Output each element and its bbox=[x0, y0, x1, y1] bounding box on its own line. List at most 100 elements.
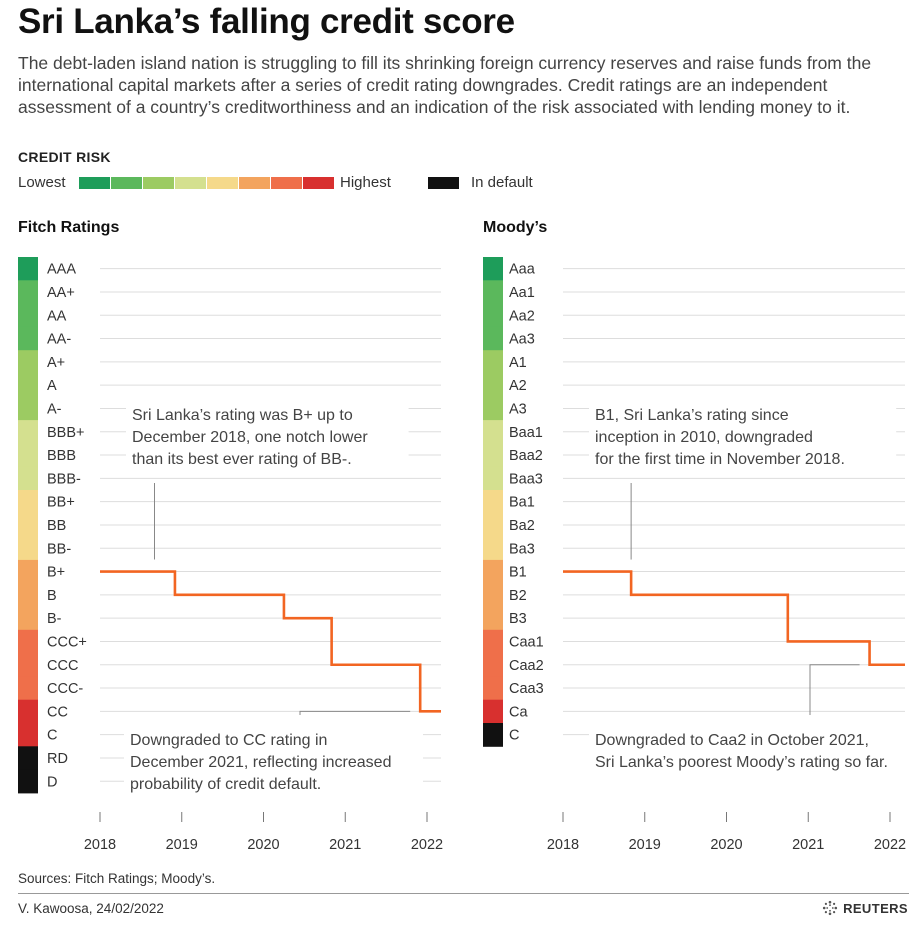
rating-step-line bbox=[563, 570, 905, 667]
rating-label: Ca bbox=[509, 704, 528, 720]
rating-label: CCC+ bbox=[47, 634, 87, 650]
rating-band-BB+ bbox=[18, 490, 38, 514]
annotation-text: for the first time in November 2018. bbox=[595, 451, 845, 468]
rating-label: A1 bbox=[509, 355, 527, 371]
rating-label: BBB- bbox=[47, 471, 81, 487]
x-tick-label: 2020 bbox=[710, 837, 742, 853]
annotation-backing bbox=[124, 728, 423, 800]
rating-label: A bbox=[47, 378, 57, 394]
rating-band-B2 bbox=[483, 583, 503, 607]
rating-label: B- bbox=[47, 611, 62, 627]
rating-label: BB bbox=[47, 518, 66, 534]
rating-label: B1 bbox=[509, 565, 527, 581]
rating-label: BB+ bbox=[47, 495, 75, 511]
rating-label: BB- bbox=[47, 541, 71, 557]
rating-band-Aa1 bbox=[483, 280, 503, 305]
rating-band-A- bbox=[18, 396, 38, 421]
rating-label: Baa2 bbox=[509, 448, 543, 464]
rating-label: D bbox=[47, 774, 57, 790]
legend-highest-label: Highest bbox=[340, 174, 391, 191]
rating-band-D bbox=[18, 769, 38, 794]
rating-band-Caa2 bbox=[483, 653, 503, 677]
rating-band-BB- bbox=[18, 536, 38, 561]
x-tick-label: 2022 bbox=[874, 837, 906, 853]
rating-label: B2 bbox=[509, 588, 527, 604]
x-tick-label: 2019 bbox=[629, 837, 661, 853]
annotation-text: probability of credit default. bbox=[130, 776, 321, 793]
rating-band-B1 bbox=[483, 559, 503, 584]
chart-subtitle: The debt-laden island nation is struggli… bbox=[18, 53, 872, 117]
annotation-text: Sri Lanka’s rating was B+ up to bbox=[132, 407, 353, 424]
rating-label: C bbox=[509, 728, 519, 744]
rating-label: Caa2 bbox=[509, 658, 544, 674]
legend-color-scale bbox=[79, 177, 335, 189]
rating-band-BBB- bbox=[18, 466, 38, 491]
rating-label: Ba2 bbox=[509, 518, 535, 534]
annotation-backing bbox=[589, 728, 920, 778]
rating-label: Ba1 bbox=[509, 495, 535, 511]
rating-label: AAA bbox=[47, 262, 76, 278]
annotation-leader bbox=[299, 710, 411, 715]
rating-label: AA- bbox=[47, 332, 71, 348]
rating-label: Caa1 bbox=[509, 634, 544, 650]
legend-swatch-1 bbox=[79, 177, 110, 189]
reuters-wordmark: REUTERS bbox=[843, 900, 908, 916]
chart-title: Sri Lanka’s falling credit score bbox=[18, 2, 515, 41]
rating-label: BBB bbox=[47, 448, 76, 464]
rating-label: Aa1 bbox=[509, 285, 535, 301]
rating-band-Ba2 bbox=[483, 513, 503, 538]
byline: V. Kawoosa, 24/02/2022 bbox=[18, 901, 164, 916]
rating-band-Ba1 bbox=[483, 490, 503, 514]
rating-band-B bbox=[18, 583, 38, 607]
rating-band-Aaa bbox=[483, 257, 503, 281]
rating-band-BB bbox=[18, 513, 38, 538]
annotation-text: Downgraded to Caa2 in October 2021, bbox=[595, 732, 869, 749]
rating-band-Ba3 bbox=[483, 536, 503, 561]
rating-band-B+ bbox=[18, 559, 38, 584]
annotation-text: B1, Sri Lanka’s rating since bbox=[595, 407, 789, 424]
rating-band-CCC- bbox=[18, 676, 38, 701]
rating-band-CCC bbox=[18, 653, 38, 677]
rating-label: AA bbox=[47, 308, 67, 324]
legend-swatch-7 bbox=[271, 177, 302, 189]
annotation-leader bbox=[809, 664, 860, 715]
rating-label: BBB+ bbox=[47, 425, 84, 441]
rating-label: B+ bbox=[47, 565, 65, 581]
reuters-logo-icon bbox=[822, 900, 838, 916]
x-tick-label: 2020 bbox=[247, 837, 279, 853]
rating-label: A3 bbox=[509, 401, 527, 417]
moodys-chart: Aaa Aa1 Aa2 Aa3 A1 A2 A3 Baa1 Baa2 Baa3 Ba1 Ba2 Ba3 B… bbox=[483, 257, 920, 853]
rating-label: AA+ bbox=[47, 285, 75, 301]
legend-swatch-3 bbox=[143, 177, 174, 189]
footer-divider bbox=[18, 893, 909, 894]
rating-label: CCC- bbox=[47, 681, 83, 697]
rating-band-Aa2 bbox=[483, 303, 503, 328]
annotation-text: December 2018, one notch lower bbox=[132, 429, 368, 446]
rating-band-A+ bbox=[18, 350, 38, 374]
rating-band-BBB bbox=[18, 443, 38, 468]
rating-band-Ca bbox=[483, 699, 503, 724]
rating-band-AAA bbox=[18, 257, 38, 281]
rating-band-Baa2 bbox=[483, 443, 503, 468]
fitch-panel-title: Fitch Ratings bbox=[18, 219, 120, 236]
x-tick-label: 2021 bbox=[329, 837, 361, 853]
rating-label: A+ bbox=[47, 355, 65, 371]
rating-band-Baa1 bbox=[483, 420, 503, 444]
rating-label: CC bbox=[47, 704, 68, 720]
annotation-text: Downgraded to CC rating in bbox=[130, 732, 327, 749]
fitch-chart: AAAAA+AAAA-A+AA-BBB+BBBBBB-BB+BBBB-B+BB-… bbox=[18, 257, 443, 853]
rating-label: C bbox=[47, 728, 57, 744]
rating-band-Caa1 bbox=[483, 629, 503, 654]
rating-band-B- bbox=[18, 606, 38, 631]
rating-band-Baa3 bbox=[483, 466, 503, 491]
moodys-panel-title: Moody’s bbox=[483, 219, 548, 236]
rating-label: A- bbox=[47, 401, 62, 417]
rating-band-B3 bbox=[483, 606, 503, 631]
rating-label: CCC bbox=[47, 658, 78, 674]
x-tick-label: 2021 bbox=[792, 837, 824, 853]
rating-label: B3 bbox=[509, 611, 527, 627]
legend-swatch-4 bbox=[175, 177, 206, 189]
rating-band-A2 bbox=[483, 373, 503, 398]
legend-swatch-8 bbox=[303, 177, 334, 189]
